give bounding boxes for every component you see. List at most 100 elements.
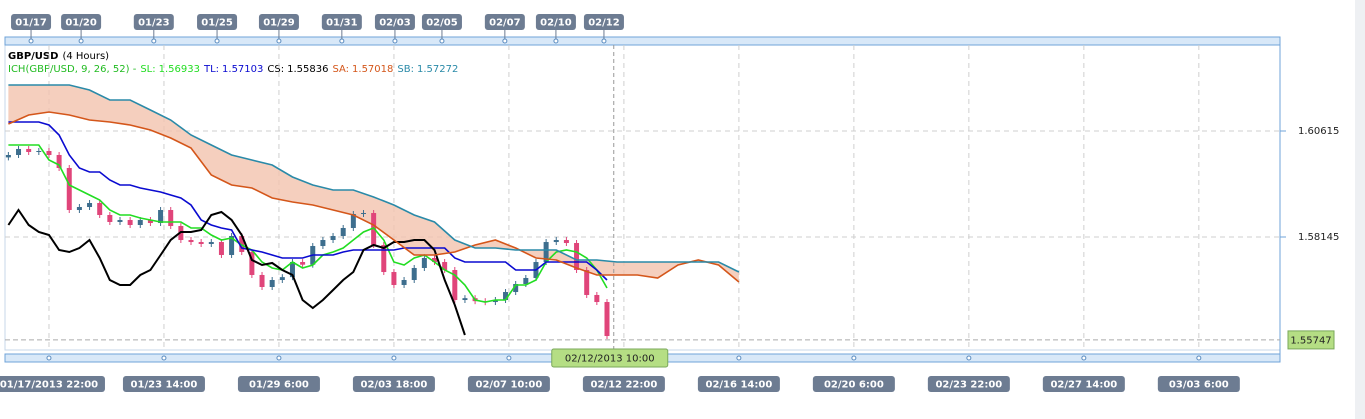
- candle: [97, 203, 103, 215]
- candle: [107, 214, 113, 222]
- x-tick: [736, 355, 742, 361]
- plot-area: [4, 44, 1281, 351]
- top-tick: [151, 38, 157, 44]
- x-tick-box: [1157, 376, 1240, 392]
- candle: [26, 148, 32, 152]
- top-tick-box: [321, 14, 362, 30]
- x-tick-label: 02/23 22:00: [935, 380, 1002, 391]
- legend-name: SB:: [397, 64, 414, 75]
- candle: [411, 267, 417, 281]
- legend-name: CS:: [267, 64, 284, 75]
- indicator-line: [8, 144, 608, 303]
- top-tick: [601, 38, 607, 44]
- x-tick-box: [1042, 376, 1125, 392]
- y-tick-label: 1.58145: [1298, 232, 1339, 243]
- candle: [523, 277, 529, 284]
- candle: [381, 244, 387, 273]
- candle: [563, 240, 569, 244]
- top-tick-label: 02/10: [540, 18, 572, 29]
- candle: [462, 298, 468, 301]
- x-tick: [851, 355, 857, 361]
- candle: [279, 277, 285, 281]
- legend-value: 1.57018: [352, 64, 393, 75]
- last-price-box: [1287, 330, 1335, 350]
- indicator-line: [7, 208, 466, 336]
- candle: [432, 257, 438, 263]
- top-tick-box: [258, 14, 299, 30]
- candle: [5, 154, 11, 158]
- candle: [360, 213, 366, 215]
- legend-header: GBP/USD (4 Hours): [8, 51, 109, 62]
- x-tick-box: [927, 376, 1010, 392]
- top-tick-label: 01/17: [15, 18, 47, 29]
- x-tick-box: [812, 376, 895, 392]
- x-tick-label: 02/12 22:00: [591, 380, 658, 391]
- candle: [46, 151, 52, 155]
- x-tick: [1196, 355, 1202, 361]
- top-tick-box: [11, 14, 52, 30]
- x-tick-box: [582, 376, 665, 392]
- top-tick-label: 02/03: [379, 18, 411, 29]
- legend-value: 1.55836: [287, 64, 328, 75]
- legend-value: 1.57103: [222, 64, 263, 75]
- crosshair-box: [551, 348, 669, 368]
- legend-name: SA:: [332, 64, 349, 75]
- x-tick-label: 01/29 6:00: [249, 380, 309, 391]
- x-tick-label: 01/17/2013 22:00: [0, 380, 98, 391]
- top-tick-box: [421, 14, 462, 30]
- top-tick-box: [61, 14, 102, 30]
- x-tick-label: 02/16 14:00: [705, 380, 772, 391]
- x-tick-label: 02/20 6:00: [824, 380, 884, 391]
- top-tick-box: [197, 14, 238, 30]
- symbol: GBP/USD: [8, 51, 58, 62]
- top-tick-label: 01/31: [326, 18, 358, 29]
- top-tick-label: 01/23: [138, 18, 170, 29]
- candle: [269, 280, 275, 288]
- candle: [421, 257, 427, 268]
- candle: [289, 262, 295, 278]
- x-tick-box: [0, 376, 105, 392]
- top-tick: [78, 38, 84, 44]
- top-tick-label: 01/29: [263, 18, 295, 29]
- candle: [513, 283, 519, 293]
- indicator-line: [8, 111, 740, 283]
- candle: [543, 242, 549, 263]
- legend-value: 1.56933: [159, 64, 200, 75]
- candle: [36, 151, 42, 153]
- candle: [492, 300, 498, 303]
- candle: [300, 262, 306, 265]
- candle: [503, 292, 509, 301]
- x-tick-label: 02/07 10:00: [476, 380, 543, 391]
- top-axis-bar: [4, 36, 1281, 46]
- x-tick: [161, 355, 167, 361]
- top-tick-label: 02/07: [489, 18, 521, 29]
- top-tick-label: 01/20: [65, 18, 97, 29]
- candle: [574, 243, 580, 271]
- top-tick-label: 02/05: [426, 18, 458, 29]
- candle: [188, 240, 194, 243]
- top-tick-box: [535, 14, 576, 30]
- candle: [594, 294, 600, 303]
- candle: [137, 220, 143, 225]
- candle: [218, 242, 224, 255]
- candle: [584, 270, 590, 295]
- indicator-name: ICH(GBP/USD, 9, 26, 52) -: [8, 64, 137, 75]
- candle: [553, 240, 559, 243]
- x-tick-box: [237, 376, 320, 392]
- x-tick: [506, 355, 512, 361]
- x-tick-box: [122, 376, 205, 392]
- x-tick: [46, 355, 52, 361]
- x-tick: [1081, 355, 1087, 361]
- top-tick: [553, 38, 559, 44]
- candle: [604, 302, 610, 337]
- candle: [249, 251, 255, 275]
- candle: [127, 220, 133, 225]
- top-tick: [439, 38, 445, 44]
- legend-value: 1.57272: [417, 64, 458, 75]
- x-tick-box: [352, 376, 435, 392]
- top-tick: [28, 38, 34, 44]
- top-tick: [392, 38, 398, 44]
- top-tick-box: [484, 14, 525, 30]
